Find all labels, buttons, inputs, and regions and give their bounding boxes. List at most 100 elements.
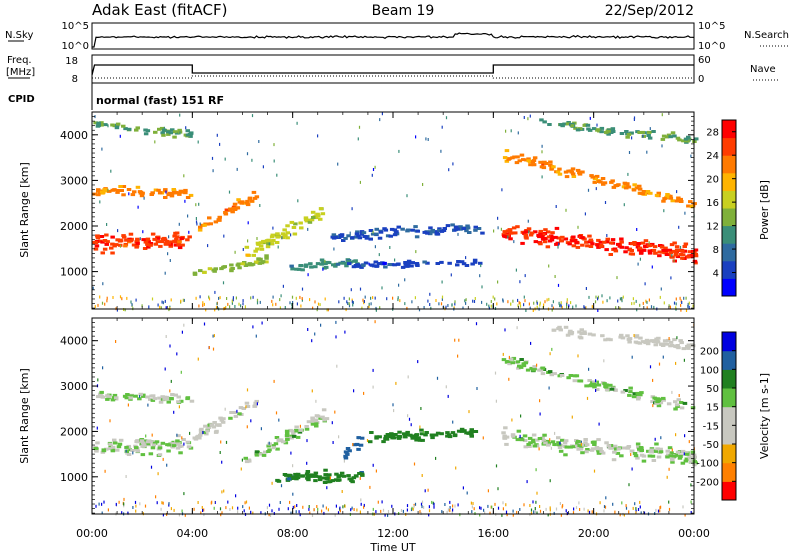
range-cell [433,433,439,437]
range-cell [446,433,452,437]
range-cell [280,484,283,488]
range-cell [108,442,113,446]
range-cell [676,196,681,200]
range-cell [523,116,525,119]
range-cell [130,449,135,452]
range-cell [188,193,194,197]
range-cell [368,302,370,306]
range-cell [556,441,561,445]
range-cell [539,303,541,307]
range-cell [126,445,132,449]
range-cell [291,226,297,229]
range-cell [547,513,549,517]
range-cell [294,267,299,271]
range-cell [298,221,303,225]
range-cell [299,226,304,230]
range-cell [183,174,185,178]
range-cell [243,509,245,513]
range-cell [317,507,319,511]
range-cell [680,461,686,465]
range-cell [569,239,575,242]
range-cell [270,233,275,237]
range-cell [283,234,288,238]
range-cell [677,456,683,460]
range-cell [145,395,150,399]
range-cell [107,189,112,193]
range-cell [100,240,105,244]
range-cell [484,511,486,515]
range-cell [635,511,637,515]
range-cell [604,441,609,445]
range-cell [326,308,328,312]
range-cell [529,231,535,235]
range-cell [441,510,443,514]
range-cell [418,308,421,312]
range-cell [392,263,397,267]
range-cell [654,401,659,405]
range-cell [235,296,237,300]
range-cell [348,304,351,308]
range-cell [118,500,120,504]
range-cell [363,261,369,265]
range-cell [192,272,198,276]
range-cell [428,232,433,236]
range-cell [569,124,575,128]
range-cell [93,121,98,125]
colorbar-tick-label: 4 [713,269,719,280]
range-cell [525,309,527,312]
range-cell [202,270,207,274]
range-cell [424,431,429,434]
range-cell [314,300,316,304]
range-cell [414,235,420,239]
range-cell [572,379,578,383]
range-cell [356,447,361,451]
range-cell [304,425,309,428]
range-cell [161,501,163,505]
range-cell [193,507,195,511]
range-cell [588,295,590,299]
range-cell [357,137,359,141]
range-cell [208,295,210,299]
range-cell [299,295,301,299]
colorbar-tick-label: 20 [706,175,719,186]
range-cell [655,447,660,451]
range-cell [197,501,199,504]
range-cell [553,235,558,239]
range-cell [454,300,456,304]
range-cell [106,223,108,226]
colorbar-segment [722,350,736,370]
range-cell [308,507,310,511]
range-cell [103,123,108,127]
range-cell [97,303,99,307]
range-cell [585,448,590,451]
range-cell [179,113,181,117]
range-cell [322,480,328,484]
range-cell [300,304,302,308]
range-cell [543,441,548,445]
range-cell [447,304,449,307]
range-cell [119,134,121,138]
range-cell [266,450,271,453]
range-cell [320,415,325,419]
range-cell [297,430,303,434]
range-cell [561,305,563,309]
range-cell [293,472,298,476]
range-cell [377,500,379,504]
range-cell [530,511,533,515]
range-cell [271,446,276,450]
range-cell [539,301,541,305]
range-cell [631,355,633,359]
range-cell [259,204,261,207]
range-cell [686,204,691,208]
range-cell [638,393,643,397]
range-cell [533,510,535,514]
range-cell [398,149,400,153]
range-cell [151,433,153,437]
range-cell [251,158,253,162]
range-cell [571,235,576,239]
range-cell [516,429,522,433]
range-cell [414,263,420,266]
range-cell [135,509,137,513]
range-cell [638,446,644,449]
range-cell [155,495,157,499]
